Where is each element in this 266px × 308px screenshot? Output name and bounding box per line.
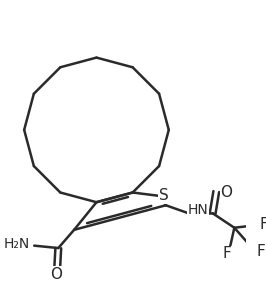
Text: H₂N: H₂N <box>4 237 30 251</box>
Text: O: O <box>221 185 232 200</box>
Text: O: O <box>50 267 62 282</box>
Text: F: F <box>223 246 231 261</box>
Text: F: F <box>259 217 266 232</box>
Text: HN: HN <box>187 203 208 217</box>
Text: S: S <box>159 188 169 204</box>
Text: F: F <box>257 244 265 259</box>
